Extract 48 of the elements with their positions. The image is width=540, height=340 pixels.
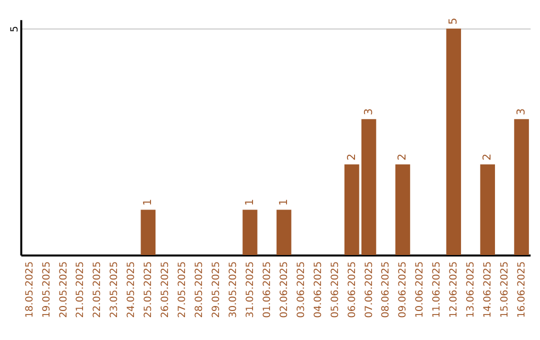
bar	[276, 210, 292, 255]
x-tick-label: 06.06.2025	[346, 261, 358, 318]
bar	[514, 119, 529, 255]
data-label: 2	[396, 154, 409, 160]
bar	[395, 164, 410, 255]
x-tick-label: 03.06.2025	[296, 261, 307, 318]
x-tick-label: 29.05.2025	[211, 261, 222, 318]
x-tick-label: 07.06.2025	[364, 261, 375, 318]
x-tick-label: 16.06.2025	[516, 261, 528, 318]
data-label: 3	[362, 108, 375, 116]
x-tick-label: 20.05.2025	[58, 261, 70, 318]
x-tick-label: 12.06.2025	[448, 261, 460, 318]
bar	[480, 164, 495, 255]
x-tick-label: 26.05.2025	[160, 261, 172, 318]
x-tick-label: 13.06.2025	[466, 261, 477, 318]
x-tick-label: 11.06.2025	[432, 261, 443, 318]
data-label: 5	[446, 18, 460, 25]
x-tick-label: 15.06.2025	[500, 261, 511, 318]
x-tick-label: 30.05.2025	[228, 261, 239, 318]
x-tick-label: 21.05.2025	[75, 261, 86, 318]
data-label: 1	[242, 198, 256, 206]
bar	[446, 28, 462, 255]
x-tick-label: 01.06.2025	[262, 261, 273, 318]
data-label: 2	[480, 154, 494, 160]
x-tick-label: 27.05.2025	[177, 261, 188, 318]
bar	[140, 210, 156, 255]
x-tick-label: 08.06.2025	[380, 261, 392, 318]
x-tick-label: 22.05.2025	[92, 261, 104, 318]
data-label: 3	[514, 108, 528, 116]
x-tick-label: 31.05.2025	[244, 261, 256, 318]
data-label: 1	[276, 198, 290, 206]
x-tick-label: 28.05.2025	[194, 261, 206, 318]
bar	[344, 164, 360, 255]
data-label: 1	[141, 198, 154, 206]
x-tick-label: 25.05.2025	[143, 261, 154, 318]
x-tick-label: 14.06.2025	[482, 261, 494, 318]
x-tick-label: 04.06.2025	[312, 261, 324, 318]
x-tick-label: 24.05.2025	[126, 261, 138, 318]
x-tick-label: 02.06.2025	[278, 261, 290, 318]
bar	[361, 119, 376, 255]
x-tick-label: 23.05.2025	[109, 261, 120, 318]
data-label: 2	[344, 154, 358, 160]
bar	[242, 210, 258, 255]
x-tick-label: 19.05.2025	[41, 261, 52, 318]
x-tick-label: 05.06.2025	[330, 261, 341, 318]
x-tick-label: 09.06.2025	[398, 261, 409, 318]
x-tick-label: 18.05.2025	[24, 261, 36, 318]
x-tick-label: 10.06.2025	[414, 261, 426, 318]
